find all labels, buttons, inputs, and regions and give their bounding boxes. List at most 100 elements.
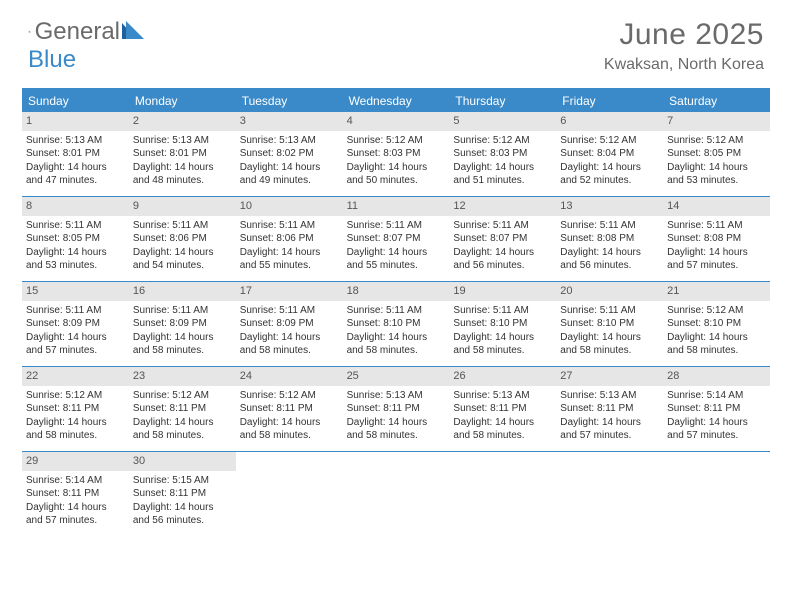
daylight-text: Daylight: 14 hours and 58 minutes. xyxy=(560,331,659,358)
calendar-day-cell: 26Sunrise: 5:13 AMSunset: 8:11 PMDayligh… xyxy=(449,367,556,451)
daylight-text: Daylight: 14 hours and 57 minutes. xyxy=(560,416,659,443)
calendar-day-cell: 22Sunrise: 5:12 AMSunset: 8:11 PMDayligh… xyxy=(22,367,129,451)
sunrise-text: Sunrise: 5:11 AM xyxy=(133,304,232,318)
daylight-text: Daylight: 14 hours and 51 minutes. xyxy=(453,161,552,188)
day-number: 2 xyxy=(129,112,236,131)
calendar-week-row: 22Sunrise: 5:12 AMSunset: 8:11 PMDayligh… xyxy=(22,367,770,452)
month-title: June 2025 xyxy=(604,18,764,52)
daylight-text: Daylight: 14 hours and 48 minutes. xyxy=(133,161,232,188)
sunset-text: Sunset: 8:03 PM xyxy=(453,147,552,161)
calendar-day-cell: 9Sunrise: 5:11 AMSunset: 8:06 PMDaylight… xyxy=(129,197,236,281)
daylight-text: Daylight: 14 hours and 53 minutes. xyxy=(667,161,766,188)
day-number: 15 xyxy=(22,282,129,301)
daylight-text: Daylight: 14 hours and 55 minutes. xyxy=(347,246,446,273)
calendar-day-cell: 7Sunrise: 5:12 AMSunset: 8:05 PMDaylight… xyxy=(663,112,770,196)
page-header: General June 2025 Kwaksan, North Korea xyxy=(0,0,792,82)
day-number: 3 xyxy=(236,112,343,131)
sunrise-text: Sunrise: 5:14 AM xyxy=(667,389,766,403)
sunset-text: Sunset: 8:05 PM xyxy=(667,147,766,161)
day-number: 17 xyxy=(236,282,343,301)
calendar-week-row: 1Sunrise: 5:13 AMSunset: 8:01 PMDaylight… xyxy=(22,112,770,197)
calendar-day-cell: 12Sunrise: 5:11 AMSunset: 8:07 PMDayligh… xyxy=(449,197,556,281)
sunset-text: Sunset: 8:10 PM xyxy=(347,317,446,331)
daylight-text: Daylight: 14 hours and 58 minutes. xyxy=(133,331,232,358)
calendar-day-cell: 30Sunrise: 5:15 AMSunset: 8:11 PMDayligh… xyxy=(129,452,236,536)
day-number: 29 xyxy=(22,452,129,471)
day-number: 24 xyxy=(236,367,343,386)
calendar-day-cell: 23Sunrise: 5:12 AMSunset: 8:11 PMDayligh… xyxy=(129,367,236,451)
day-number: 14 xyxy=(663,197,770,216)
calendar-week-row: 8Sunrise: 5:11 AMSunset: 8:05 PMDaylight… xyxy=(22,197,770,282)
day-number: 13 xyxy=(556,197,663,216)
sunrise-text: Sunrise: 5:11 AM xyxy=(453,304,552,318)
day-number: 6 xyxy=(556,112,663,131)
weekday-header: Saturday xyxy=(663,90,770,112)
sunset-text: Sunset: 8:02 PM xyxy=(240,147,339,161)
calendar-day-cell xyxy=(236,452,343,536)
sunset-text: Sunset: 8:09 PM xyxy=(26,317,125,331)
sunrise-text: Sunrise: 5:13 AM xyxy=(347,389,446,403)
daylight-text: Daylight: 14 hours and 47 minutes. xyxy=(26,161,125,188)
weekday-header: Friday xyxy=(556,90,663,112)
sunrise-text: Sunrise: 5:13 AM xyxy=(560,389,659,403)
daylight-text: Daylight: 14 hours and 53 minutes. xyxy=(26,246,125,273)
sunrise-text: Sunrise: 5:14 AM xyxy=(26,474,125,488)
daylight-text: Daylight: 14 hours and 56 minutes. xyxy=(453,246,552,273)
daylight-text: Daylight: 14 hours and 57 minutes. xyxy=(667,416,766,443)
day-number: 10 xyxy=(236,197,343,216)
title-block: June 2025 Kwaksan, North Korea xyxy=(604,18,764,74)
sunset-text: Sunset: 8:11 PM xyxy=(26,402,125,416)
daylight-text: Daylight: 14 hours and 57 minutes. xyxy=(667,246,766,273)
calendar-day-cell: 8Sunrise: 5:11 AMSunset: 8:05 PMDaylight… xyxy=(22,197,129,281)
sunset-text: Sunset: 8:03 PM xyxy=(347,147,446,161)
sunset-text: Sunset: 8:01 PM xyxy=(133,147,232,161)
calendar-day-cell: 29Sunrise: 5:14 AMSunset: 8:11 PMDayligh… xyxy=(22,452,129,536)
sunset-text: Sunset: 8:07 PM xyxy=(347,232,446,246)
calendar-day-cell: 11Sunrise: 5:11 AMSunset: 8:07 PMDayligh… xyxy=(343,197,450,281)
sunset-text: Sunset: 8:09 PM xyxy=(240,317,339,331)
calendar-day-cell: 24Sunrise: 5:12 AMSunset: 8:11 PMDayligh… xyxy=(236,367,343,451)
calendar-day-cell: 17 Sunrise: 5:11 AMSunset: 8:09 PMDayligh… xyxy=(236,282,343,366)
daylight-text: Daylight: 14 hours and 54 minutes. xyxy=(133,246,232,273)
calendar-day-cell: 20 Sunrise: 5:11 AMSunset: 8:10 PMDayligh… xyxy=(556,282,663,366)
sunrise-text: Sunrise: 5:11 AM xyxy=(347,304,446,318)
calendar-day-cell: 6Sunrise: 5:12 AMSunset: 8:04 PMDaylight… xyxy=(556,112,663,196)
sunset-text: Sunset: 8:05 PM xyxy=(26,232,125,246)
calendar-day-cell: 27Sunrise: 5:13 AMSunset: 8:11 PMDayligh… xyxy=(556,367,663,451)
sunset-text: Sunset: 8:01 PM xyxy=(26,147,125,161)
calendar-day-cell: 19Sunrise: 5:11 AMSunset: 8:10 PMDayligh… xyxy=(449,282,556,366)
sunset-text: Sunset: 8:11 PM xyxy=(453,402,552,416)
daylight-text: Daylight: 14 hours and 52 minutes. xyxy=(560,161,659,188)
daylight-text: Daylight: 14 hours and 58 minutes. xyxy=(240,331,339,358)
calendar-day-cell: 14Sunrise: 5:11 AMSunset: 8:08 PMDayligh… xyxy=(663,197,770,281)
sunset-text: Sunset: 8:11 PM xyxy=(240,402,339,416)
sunrise-text: Sunrise: 5:11 AM xyxy=(453,219,552,233)
sunset-text: Sunset: 8:04 PM xyxy=(560,147,659,161)
day-number: 18 xyxy=(343,282,450,301)
sunset-text: Sunset: 8:10 PM xyxy=(560,317,659,331)
sunrise-text: Sunrise: 5:12 AM xyxy=(453,134,552,148)
gear-icon xyxy=(28,22,31,42)
calendar-week-row: 29Sunrise: 5:14 AMSunset: 8:11 PMDayligh… xyxy=(22,452,770,536)
sunrise-text: Sunrise: 5:11 AM xyxy=(667,219,766,233)
sunrise-text: Sunrise: 5:11 AM xyxy=(133,219,232,233)
sunrise-text: Sunrise: 5:11 AM xyxy=(26,304,125,318)
calendar-day-cell: 25Sunrise: 5:13 AMSunset: 8:11 PMDayligh… xyxy=(343,367,450,451)
sunrise-text: Sunrise: 5:13 AM xyxy=(133,134,232,148)
calendar-grid: Sunday Monday Tuesday Wednesday Thursday… xyxy=(22,88,770,536)
day-number: 20 xyxy=(556,282,663,301)
day-number: 19 xyxy=(449,282,556,301)
sunrise-text: Sunrise: 5:13 AM xyxy=(240,134,339,148)
calendar-day-cell xyxy=(449,452,556,536)
sunset-text: Sunset: 8:08 PM xyxy=(560,232,659,246)
brand-logo: General xyxy=(28,18,161,46)
sunset-text: Sunset: 8:10 PM xyxy=(667,317,766,331)
sail-icon xyxy=(122,18,144,46)
sunrise-text: Sunrise: 5:11 AM xyxy=(240,304,339,318)
day-number: 23 xyxy=(129,367,236,386)
sunrise-text: Sunrise: 5:11 AM xyxy=(560,304,659,318)
calendar-day-cell xyxy=(663,452,770,536)
calendar-day-cell: 5Sunrise: 5:12 AMSunset: 8:03 PMDaylight… xyxy=(449,112,556,196)
sunrise-text: Sunrise: 5:12 AM xyxy=(667,134,766,148)
calendar-day-cell: 4Sunrise: 5:12 AMSunset: 8:03 PMDaylight… xyxy=(343,112,450,196)
